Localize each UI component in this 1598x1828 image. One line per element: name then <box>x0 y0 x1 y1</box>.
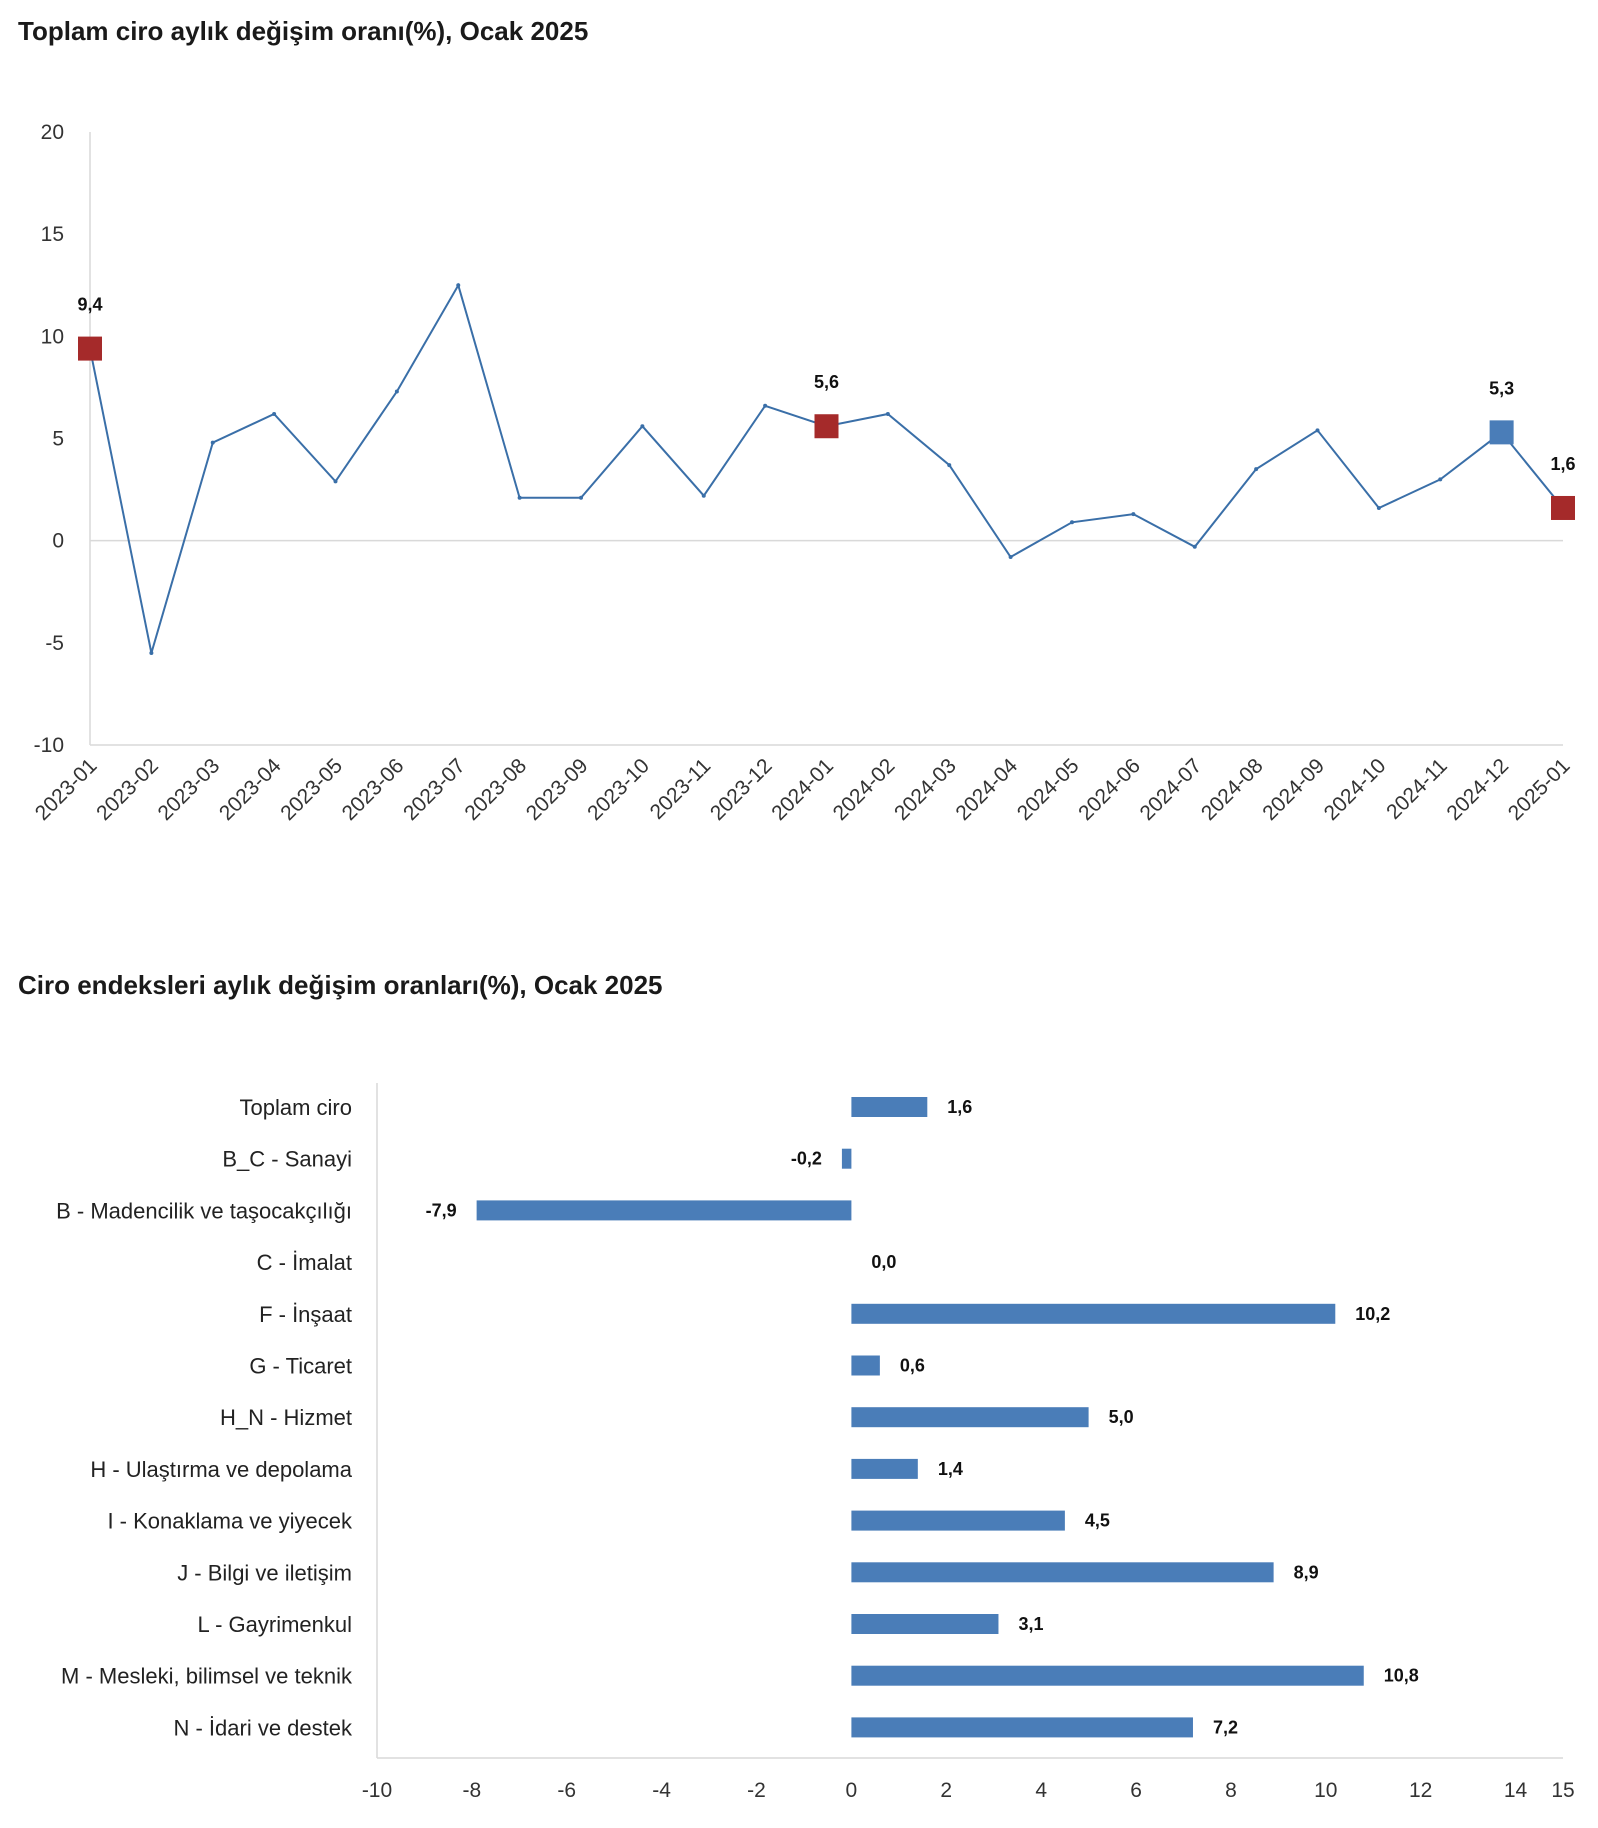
data-point <box>640 424 645 429</box>
category-label: H - Ulaştırma ve depolama <box>90 1457 352 1482</box>
data-point <box>885 411 890 416</box>
x-tick-label: 8 <box>1225 1779 1237 1802</box>
bar <box>851 1614 999 1634</box>
x-tick-label: 0 <box>846 1779 858 1802</box>
y-tick-label: 20 <box>41 121 64 144</box>
y-tick-label: 15 <box>41 223 64 246</box>
data-point <box>272 411 277 416</box>
category-label: N - İdari ve destek <box>173 1715 353 1740</box>
bar <box>851 1717 1193 1738</box>
highlight-marker <box>814 414 839 439</box>
data-point <box>1070 520 1074 525</box>
data-label: 1,6 <box>947 1097 972 1117</box>
data-point <box>947 463 952 468</box>
bar <box>851 1665 1364 1686</box>
data-point <box>701 493 706 498</box>
y-tick-label: 0 <box>52 530 64 553</box>
data-point <box>517 495 522 500</box>
data-point <box>1131 512 1136 517</box>
data-label: 3,1 <box>1018 1614 1043 1634</box>
highlight-marker <box>1551 495 1575 520</box>
bar <box>851 1407 1089 1428</box>
x-tick-label: 14 <box>1504 1779 1528 1802</box>
bar-chart-title: Ciro endeksleri aylık değişim oranları(%… <box>18 970 663 1000</box>
data-point <box>1192 544 1197 549</box>
data-label: 5,3 <box>1489 378 1514 398</box>
bar <box>851 1458 918 1479</box>
data-point <box>333 479 338 484</box>
data-point <box>1376 505 1381 510</box>
category-label: M - Mesleki, bilimsel ve teknik <box>61 1664 353 1689</box>
data-point <box>1438 477 1443 482</box>
data-label: 7,2 <box>1213 1717 1238 1737</box>
data-label: 10,8 <box>1384 1666 1419 1686</box>
x-tick-label: -6 <box>557 1779 576 1802</box>
line-chart-title: Toplam ciro aylık değişim oranı(%), Ocak… <box>18 16 589 46</box>
data-label: 1,4 <box>938 1459 963 1479</box>
bar <box>851 1562 1274 1583</box>
x-tick-label: -2 <box>747 1779 766 1802</box>
data-point <box>456 283 461 288</box>
bar <box>851 1097 928 1117</box>
x-tick-label: 2 <box>940 1779 952 1802</box>
line-chart: -10-5051015202023-012023-022023-032023-0… <box>31 121 1576 825</box>
category-label: H_N - Hizmet <box>220 1405 352 1430</box>
y-tick-label: -10 <box>34 734 64 757</box>
category-label: I - Konaklama ve yiyecek <box>107 1509 353 1534</box>
data-point <box>1008 555 1013 560</box>
data-label: 0,6 <box>900 1356 925 1376</box>
category-label: B - Madencilik ve taşocakçılığı <box>56 1198 352 1223</box>
data-point <box>394 389 399 394</box>
data-point <box>210 440 215 445</box>
category-label: L - Gayrimenkul <box>198 1612 352 1637</box>
data-label: 4,5 <box>1085 1511 1110 1531</box>
bar <box>851 1355 880 1376</box>
x-tick-label: 6 <box>1130 1779 1142 1802</box>
data-label: -0,2 <box>791 1149 822 1169</box>
x-tick-label: -10 <box>362 1779 392 1802</box>
x-tick-label: 4 <box>1035 1779 1047 1802</box>
data-label: 0,0 <box>871 1252 896 1272</box>
category-label: C - İmalat <box>257 1250 352 1275</box>
bar <box>476 1200 852 1221</box>
bar <box>851 1303 1336 1324</box>
data-label: 8,9 <box>1294 1562 1319 1582</box>
highlight-marker <box>1489 420 1514 445</box>
data-label: -7,9 <box>426 1200 457 1220</box>
data-point <box>763 403 768 408</box>
data-label: 5,0 <box>1109 1407 1134 1427</box>
category-label: B_C - Sanayi <box>222 1147 352 1172</box>
data-label: 9,4 <box>77 295 102 315</box>
x-tick-label: 10 <box>1314 1779 1337 1802</box>
bar <box>841 1148 852 1169</box>
x-tick-label: -4 <box>652 1779 671 1802</box>
bar <box>851 1510 1065 1531</box>
data-point <box>149 651 154 656</box>
category-label: F - İnşaat <box>259 1302 352 1327</box>
y-tick-label: 10 <box>41 325 64 348</box>
data-point <box>579 495 583 500</box>
x-tick-label: 15 <box>1551 1779 1574 1802</box>
data-label: 10,2 <box>1355 1304 1390 1324</box>
category-label: G - Ticaret <box>249 1354 352 1379</box>
category-label: J - Bilgi ve iletişim <box>177 1560 352 1585</box>
y-tick-label: -5 <box>45 632 64 655</box>
y-tick-label: 5 <box>52 428 64 451</box>
x-tick-label: 12 <box>1409 1779 1432 1802</box>
category-label: Toplam ciro <box>240 1095 352 1120</box>
data-label: 1,6 <box>1550 454 1575 474</box>
highlight-marker <box>78 336 102 361</box>
x-tick-label: -8 <box>463 1779 482 1802</box>
data-point <box>1315 428 1320 433</box>
data-label: 5,6 <box>814 372 839 392</box>
data-point <box>1254 467 1259 472</box>
